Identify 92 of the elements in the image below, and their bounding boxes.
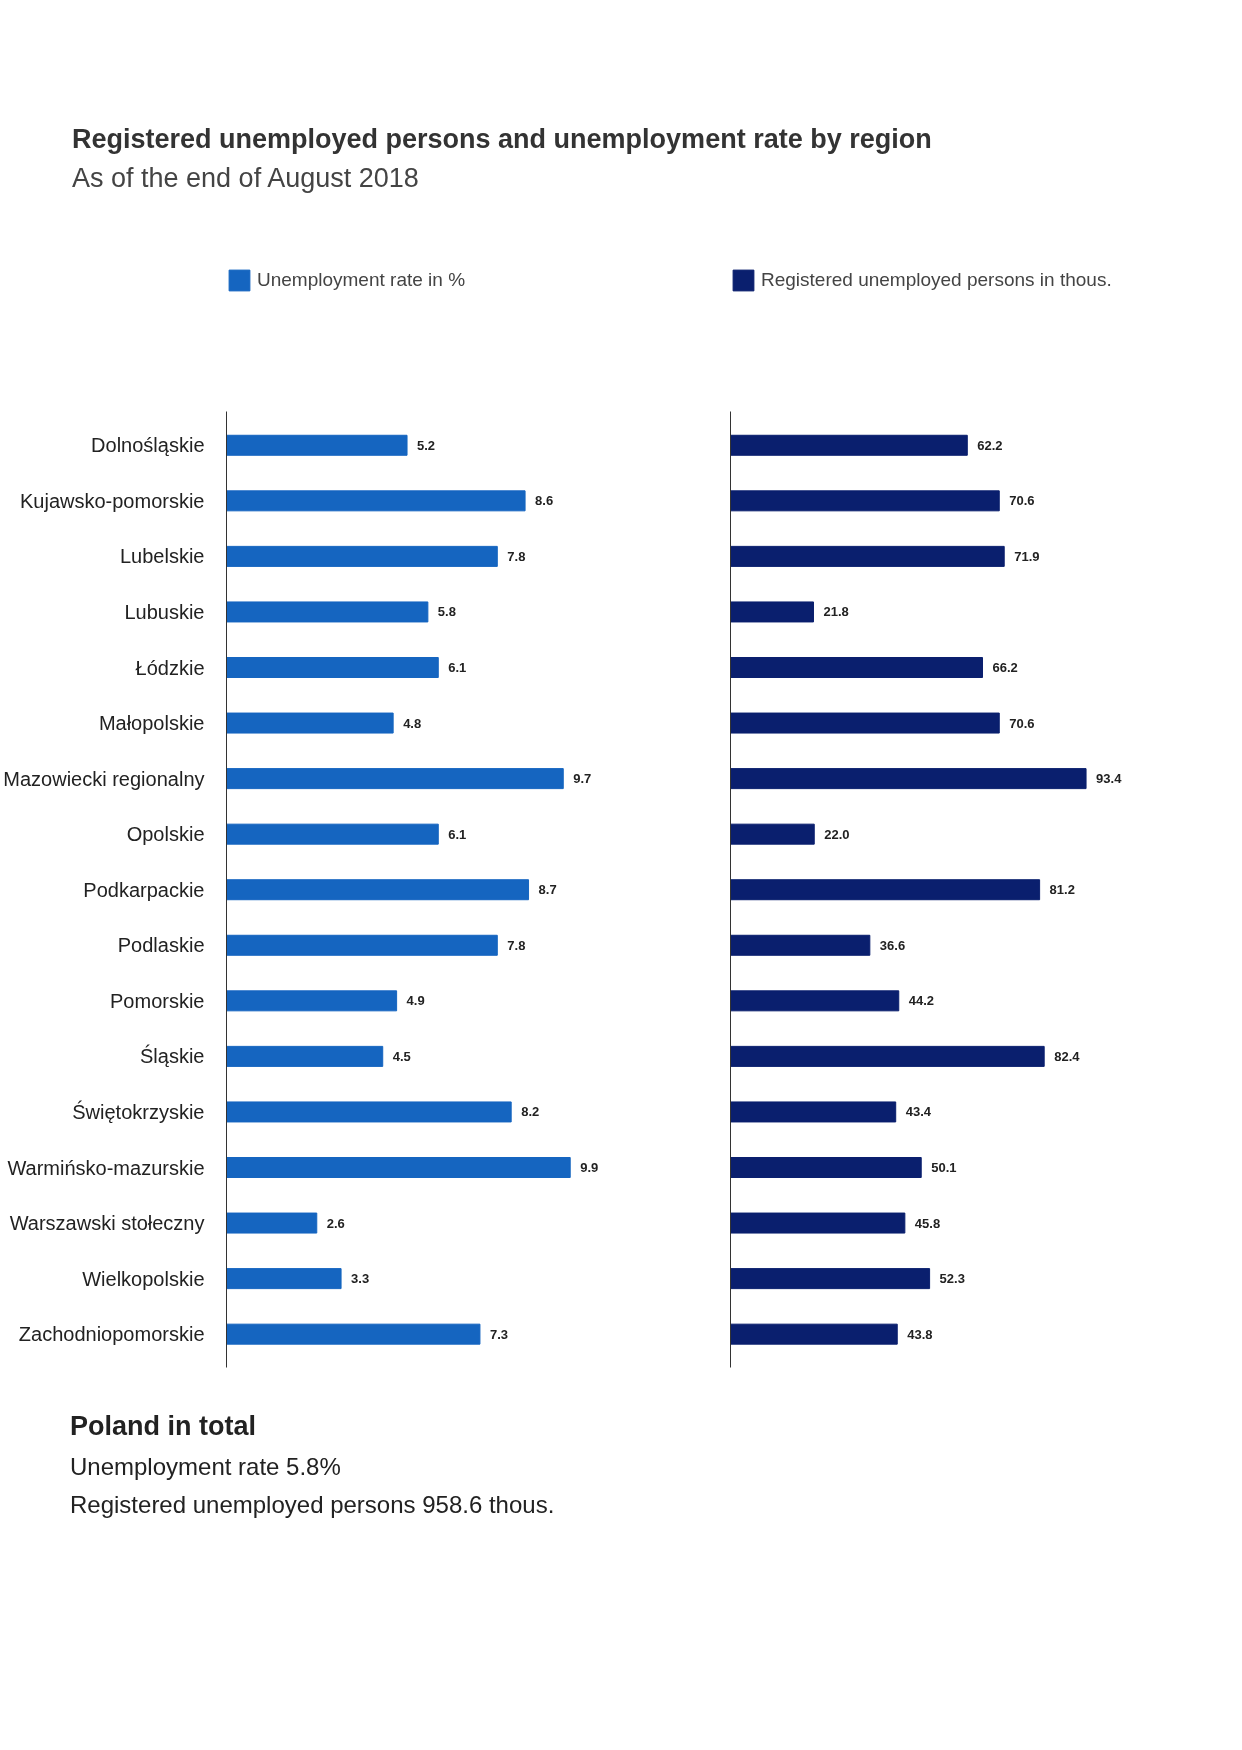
legend-label: Registered unemployed persons in thous. (761, 269, 1112, 292)
text: Registered unemployed persons 958.6 thous. (70, 1489, 555, 1520)
bar (730, 1268, 931, 1290)
bar (226, 1323, 481, 1345)
bar (226, 1101, 512, 1123)
bar (226, 1268, 342, 1290)
data-label: 62.2 (977, 437, 1003, 453)
data-label: 2.6 (326, 1215, 345, 1231)
data-label: 36.6 (879, 937, 906, 953)
y-tick-label: Lubelskie (120, 545, 205, 568)
y-tick-label: Podlaskie (117, 934, 205, 957)
data-label: 4.8 (403, 715, 422, 731)
data-label: 70.6 (1009, 493, 1035, 509)
data-label: 22.0 (824, 826, 850, 842)
data-label: 44.2 (908, 993, 935, 1009)
y-tick-label: Łódzkie (135, 656, 205, 679)
bar (226, 990, 398, 1012)
data-label: 8.7 (538, 882, 557, 898)
data-label: 8.2 (521, 1104, 540, 1120)
y-tick-label: Małopolskie (98, 712, 205, 735)
data-label: 43.8 (907, 1326, 933, 1342)
data-label: 9.7 (573, 771, 592, 787)
bar (226, 712, 394, 734)
bar (226, 1157, 571, 1179)
data-label: 66.2 (992, 660, 1018, 676)
data-label: 3.3 (351, 1271, 370, 1287)
data-label: 9.9 (580, 1160, 599, 1176)
y-tick-label: Zachodniopomorskie (18, 1323, 205, 1346)
data-label: 43.4 (905, 1104, 932, 1120)
bar (730, 601, 814, 623)
data-label: 21.8 (823, 604, 849, 620)
data-label: 82.4 (1054, 1049, 1081, 1065)
y-tick-label: Dolnośląskie (91, 434, 205, 457)
bar (226, 823, 439, 845)
y-tick-label: Lubuskie (124, 601, 205, 624)
y-tick-label: Śląskie (140, 1044, 205, 1068)
bar (730, 823, 815, 845)
legend-label: Unemployment rate in % (257, 269, 466, 292)
text: Unemployment rate 5.8% (70, 1451, 341, 1482)
data-label: 52.3 (939, 1271, 965, 1287)
bar (226, 601, 429, 623)
y-tick-label: Pomorskie (110, 989, 205, 1012)
y-tick-label: Podkarpackie (83, 878, 205, 901)
bar (226, 879, 530, 901)
bar (730, 879, 1041, 901)
bar (730, 712, 1000, 734)
bar (226, 1046, 384, 1068)
bar (730, 1212, 906, 1234)
chart-subtitle: As of the end of August 2018 (72, 161, 419, 195)
bar (226, 546, 498, 568)
data-label: 81.2 (1049, 882, 1075, 898)
data-label: 6.1 (448, 826, 467, 842)
data-label: 70.6 (1009, 715, 1035, 731)
text: Poland in total (70, 1410, 256, 1444)
bar (730, 546, 1005, 568)
data-label: 7.8 (507, 549, 526, 565)
y-tick-label: Świętokrzyskie (72, 1100, 205, 1124)
bar (730, 990, 900, 1012)
y-tick-label: Kujawsko-pomorskie (19, 489, 205, 512)
bar (730, 434, 968, 456)
data-label: 50.1 (931, 1160, 957, 1176)
bar (730, 657, 984, 679)
y-tick-label: Warmińsko-mazurskie (7, 1156, 205, 1179)
bar (226, 1212, 318, 1234)
data-label: 5.2 (417, 437, 436, 453)
data-label: 8.6 (535, 493, 554, 509)
data-label: 4.9 (406, 993, 425, 1009)
bar (226, 490, 526, 512)
data-label: 45.8 (914, 1215, 941, 1231)
y-tick-label: Opolskie (126, 823, 205, 846)
data-label: 93.4 (1096, 771, 1123, 787)
y-tick-label: Mazowiecki regionalny (3, 767, 205, 790)
bar (226, 934, 498, 956)
data-label: 7.8 (507, 937, 526, 953)
data-label: 5.8 (437, 604, 456, 620)
data-label: 6.1 (448, 660, 467, 676)
bar (730, 934, 871, 956)
bar (730, 1046, 1045, 1068)
bar (226, 657, 439, 679)
bar (226, 768, 564, 790)
bar (730, 768, 1087, 790)
bar (730, 1323, 898, 1345)
bar (730, 1157, 922, 1179)
data-label: 4.5 (392, 1049, 411, 1065)
chart-title: Registered unemployed persons and unemployment rate by region (72, 123, 932, 156)
data-label: 71.9 (1014, 549, 1040, 565)
y-tick-label: Warszawski stołeczny (9, 1212, 205, 1235)
bar (226, 434, 408, 456)
y-tick-label: Wielkopolskie (82, 1267, 205, 1290)
bar (730, 1101, 897, 1123)
data-label: 7.3 (489, 1326, 509, 1342)
bar (730, 490, 1000, 512)
